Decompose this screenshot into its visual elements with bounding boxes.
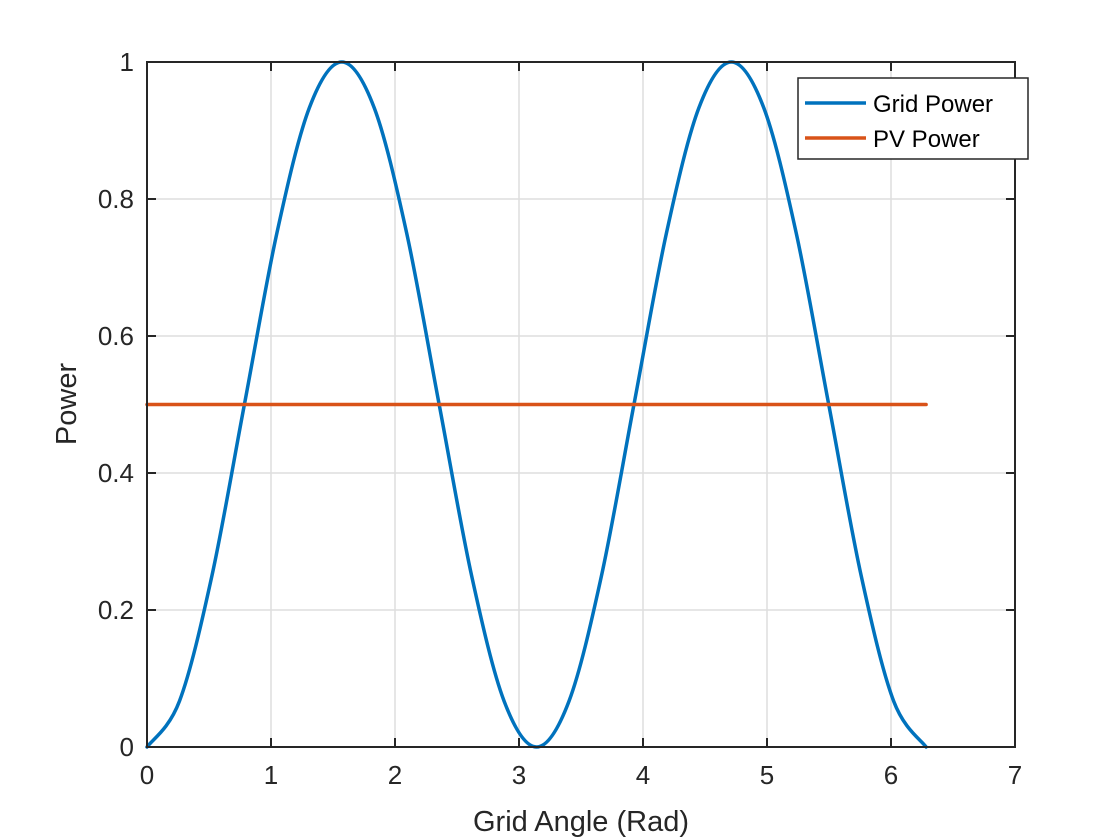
legend-label-grid-power: Grid Power: [873, 91, 993, 118]
ticks: [146, 61, 1016, 748]
legend-label-pv-power: PV Power: [873, 126, 980, 153]
legend-box: [797, 77, 1029, 160]
y-tick-label: 0.6: [98, 321, 134, 351]
x-axis-label: Grid Angle (Rad): [473, 806, 689, 838]
axes-box: [146, 61, 1016, 748]
x-tick-label: 5: [760, 760, 774, 790]
x-tick-label: 7: [1008, 760, 1022, 790]
x-tick-label: 3: [512, 760, 526, 790]
x-tick-label: 6: [884, 760, 898, 790]
y-tick-label: 0: [120, 732, 134, 762]
y-tick-label: 0.8: [98, 184, 134, 214]
x-tick-label: 0: [140, 760, 154, 790]
tick-labels: 0 1 2 3 4 5 6 7 0 0.2 0.4 0.6 0.8 1: [98, 47, 1022, 790]
y-tick-label: 0.2: [98, 595, 134, 625]
y-tick-label: 0.4: [98, 458, 134, 488]
y-tick-label: 1: [120, 47, 134, 77]
x-tick-label: 1: [264, 760, 278, 790]
legend: Grid Power PV Power: [797, 77, 1029, 160]
y-axis-label: Power: [51, 363, 83, 446]
x-tick-label: 4: [636, 760, 650, 790]
x-tick-label: 2: [388, 760, 402, 790]
